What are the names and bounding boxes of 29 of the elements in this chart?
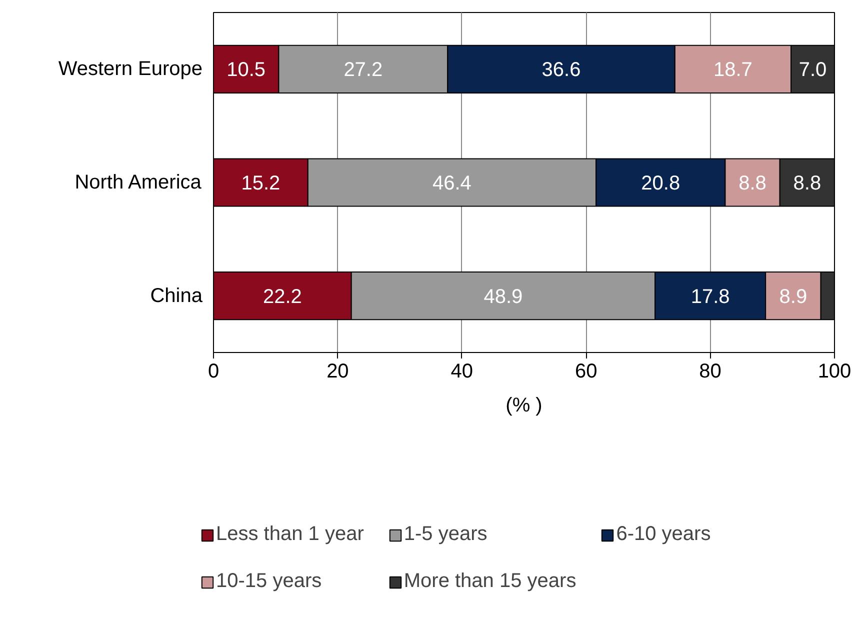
x-tick-label: 100	[818, 360, 852, 382]
legend-label: More than 15 years	[404, 570, 576, 593]
data-label: 8.9	[779, 286, 808, 308]
x-tick-label: 0	[208, 360, 220, 382]
data-label: 36.6	[542, 59, 581, 82]
data-label: 18.7	[714, 59, 752, 82]
y-tick-label: Western Europe	[58, 58, 203, 80]
legend-label: 6-10 years	[616, 523, 712, 546]
x-tick-label: 60	[574, 360, 598, 382]
legend-label: 1-5 years	[404, 523, 488, 546]
data-label: 46.4	[432, 172, 472, 194]
legend-label: 10-15 years	[216, 570, 323, 593]
data-label: 17.8	[690, 286, 730, 308]
x-tick-label: 80	[699, 360, 722, 382]
x-tick-label: 40	[450, 360, 474, 382]
data-label: 22.2	[262, 286, 302, 308]
data-label: 8.8	[793, 172, 822, 194]
data-label: 27.2	[344, 59, 383, 82]
y-tick-label: China	[150, 284, 204, 307]
data-label: 8.8	[738, 172, 766, 194]
data-label: 48.9	[484, 286, 523, 308]
data-label: 10.5	[226, 59, 266, 82]
data-label: 15.2	[241, 172, 280, 194]
data-label: 7.0	[798, 59, 827, 82]
x-axis-title: (% )	[506, 394, 542, 416]
y-tick-label: North America	[74, 172, 202, 194]
legend-label: Less than 1 year	[216, 523, 364, 546]
data-label: 20.8	[641, 172, 680, 194]
x-tick-label: 20	[326, 360, 349, 382]
